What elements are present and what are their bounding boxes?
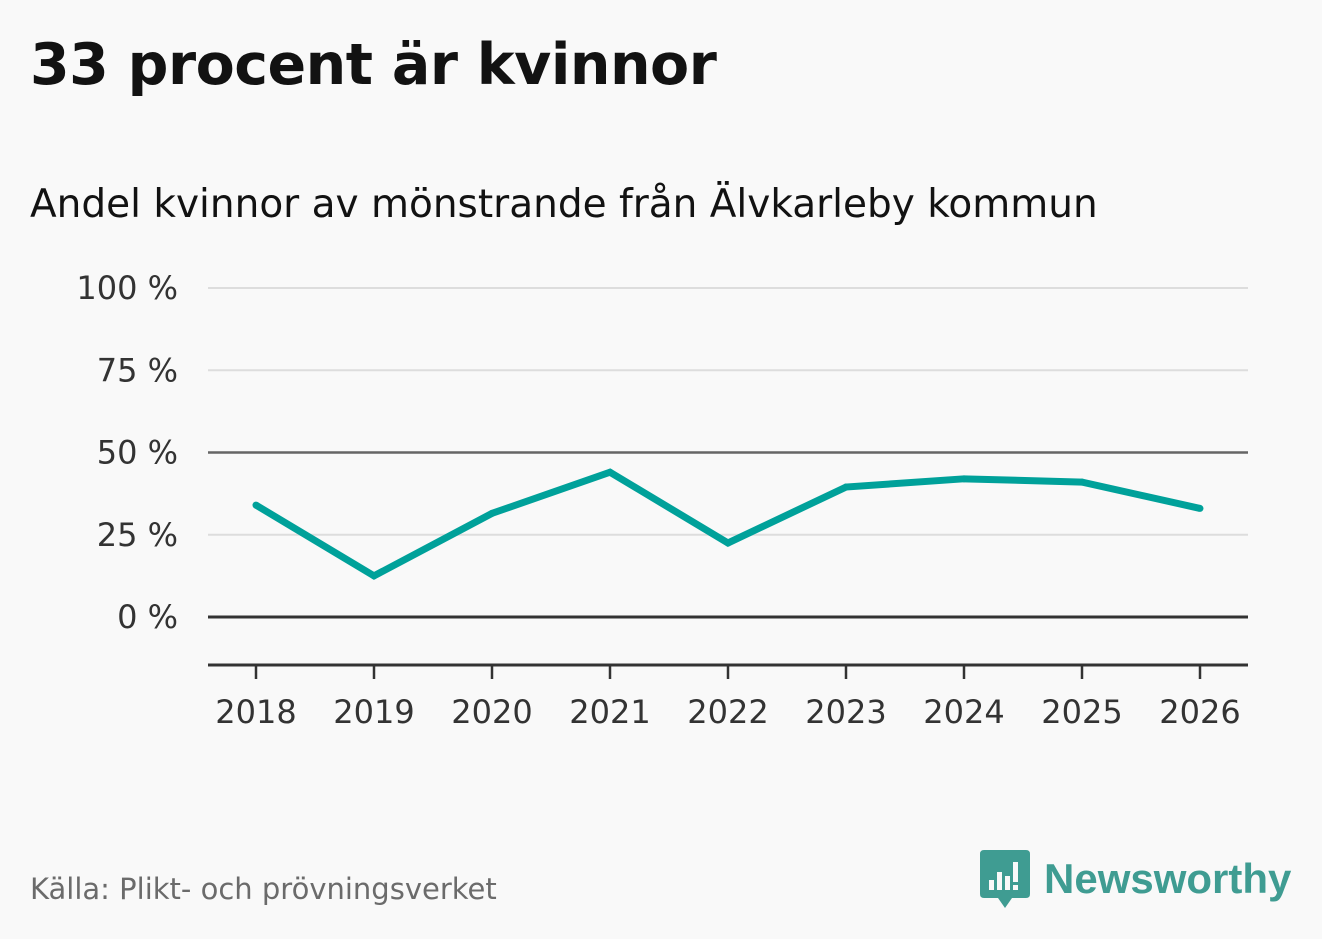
x-tick-label: 2025 — [1041, 693, 1122, 731]
x-tick-label: 2018 — [215, 693, 296, 731]
data-point — [1078, 478, 1086, 486]
brand-logo: Newsworthy — [980, 850, 1291, 908]
series — [252, 468, 1204, 580]
data-point — [842, 483, 850, 491]
x-tick-label: 2022 — [687, 693, 768, 731]
chart-subtitle: Andel kvinnor av mönstrande från Älvkarl… — [30, 182, 1098, 227]
data-point — [488, 509, 496, 517]
x-tick-label: 2023 — [805, 693, 886, 731]
x-tick-label: 2026 — [1159, 693, 1240, 731]
x-tick-label: 2020 — [451, 693, 532, 731]
series-line — [254, 468, 1201, 580]
data-point — [724, 539, 732, 547]
source-note: Källa: Plikt- och prövningsverket — [30, 872, 497, 906]
x-tick-label: 2019 — [333, 693, 414, 731]
x-tick-label: 2021 — [569, 693, 650, 731]
data-point — [370, 572, 378, 580]
newsworthy-logo-icon — [980, 850, 1030, 908]
x-tick-label: 2024 — [923, 693, 1004, 731]
y-tick-label: 25 % — [97, 516, 178, 554]
y-tick-label: 100 % — [76, 269, 178, 307]
y-tick-label: 50 % — [97, 434, 178, 472]
brand-name: Newsworthy — [1044, 855, 1292, 902]
y-axis: 0 % 25 % 50 % 75 % 100 % — [76, 269, 178, 636]
y-tick-label: 0 % — [117, 598, 178, 636]
data-point — [252, 501, 260, 509]
chart-title: 33 procent är kvinnor — [30, 32, 717, 98]
x-axis: 2018 2019 2020 2021 2022 2023 2024 2025 2026 — [208, 663, 1248, 731]
data-point — [960, 475, 968, 483]
y-tick-label: 75 % — [97, 351, 178, 389]
data-point — [606, 468, 614, 476]
data-point — [1196, 504, 1204, 512]
grid-lines — [208, 287, 1248, 619]
